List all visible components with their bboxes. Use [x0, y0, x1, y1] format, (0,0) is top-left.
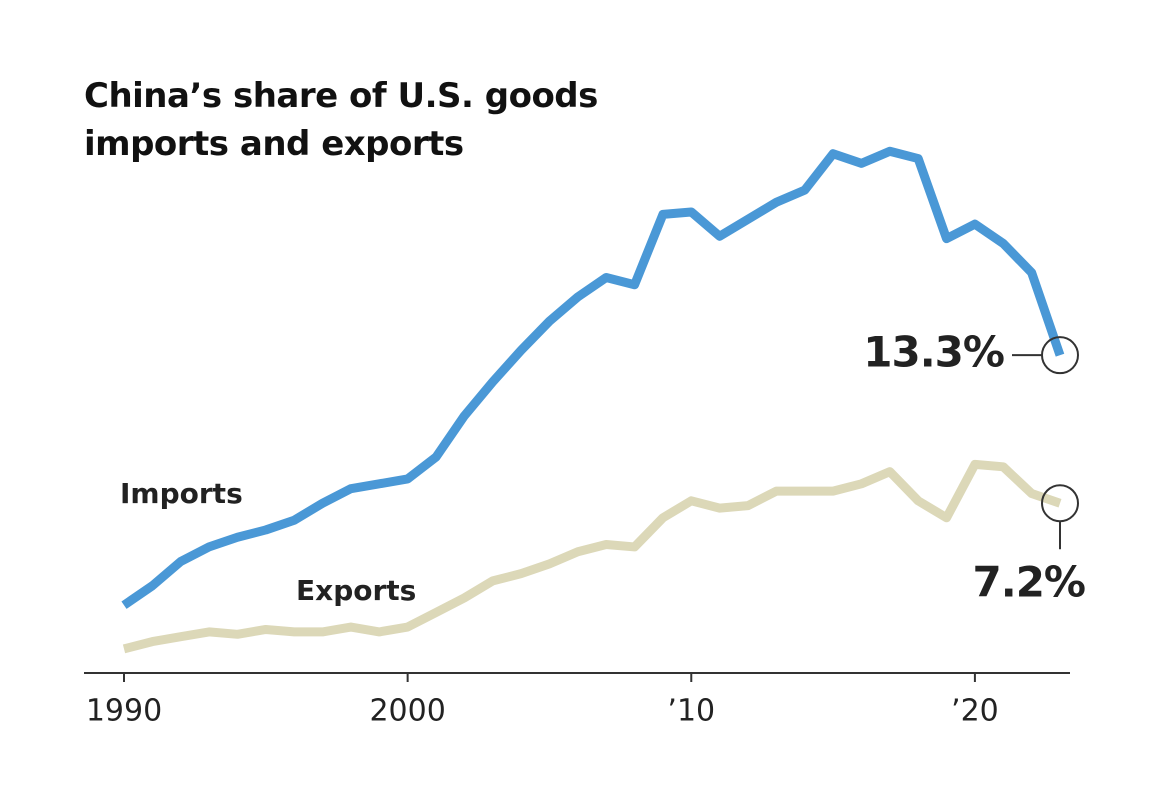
x-tick-label: 1990: [86, 694, 162, 729]
series-label: Imports: [120, 477, 243, 510]
chart-title: China’s share of U.S. goods imports and …: [84, 76, 598, 164]
x-tick-label: ’20: [951, 694, 999, 729]
series-line: [122, 459, 1062, 654]
series-line: [121, 146, 1065, 609]
x-tick-label: ’10: [667, 694, 715, 729]
x-tick-label: 2000: [369, 694, 445, 729]
end-marker: [1041, 484, 1079, 523]
series-label: Exports: [296, 574, 416, 607]
value-label: 13.3%: [863, 328, 1004, 377]
value-label: 7.2%: [973, 558, 1085, 607]
